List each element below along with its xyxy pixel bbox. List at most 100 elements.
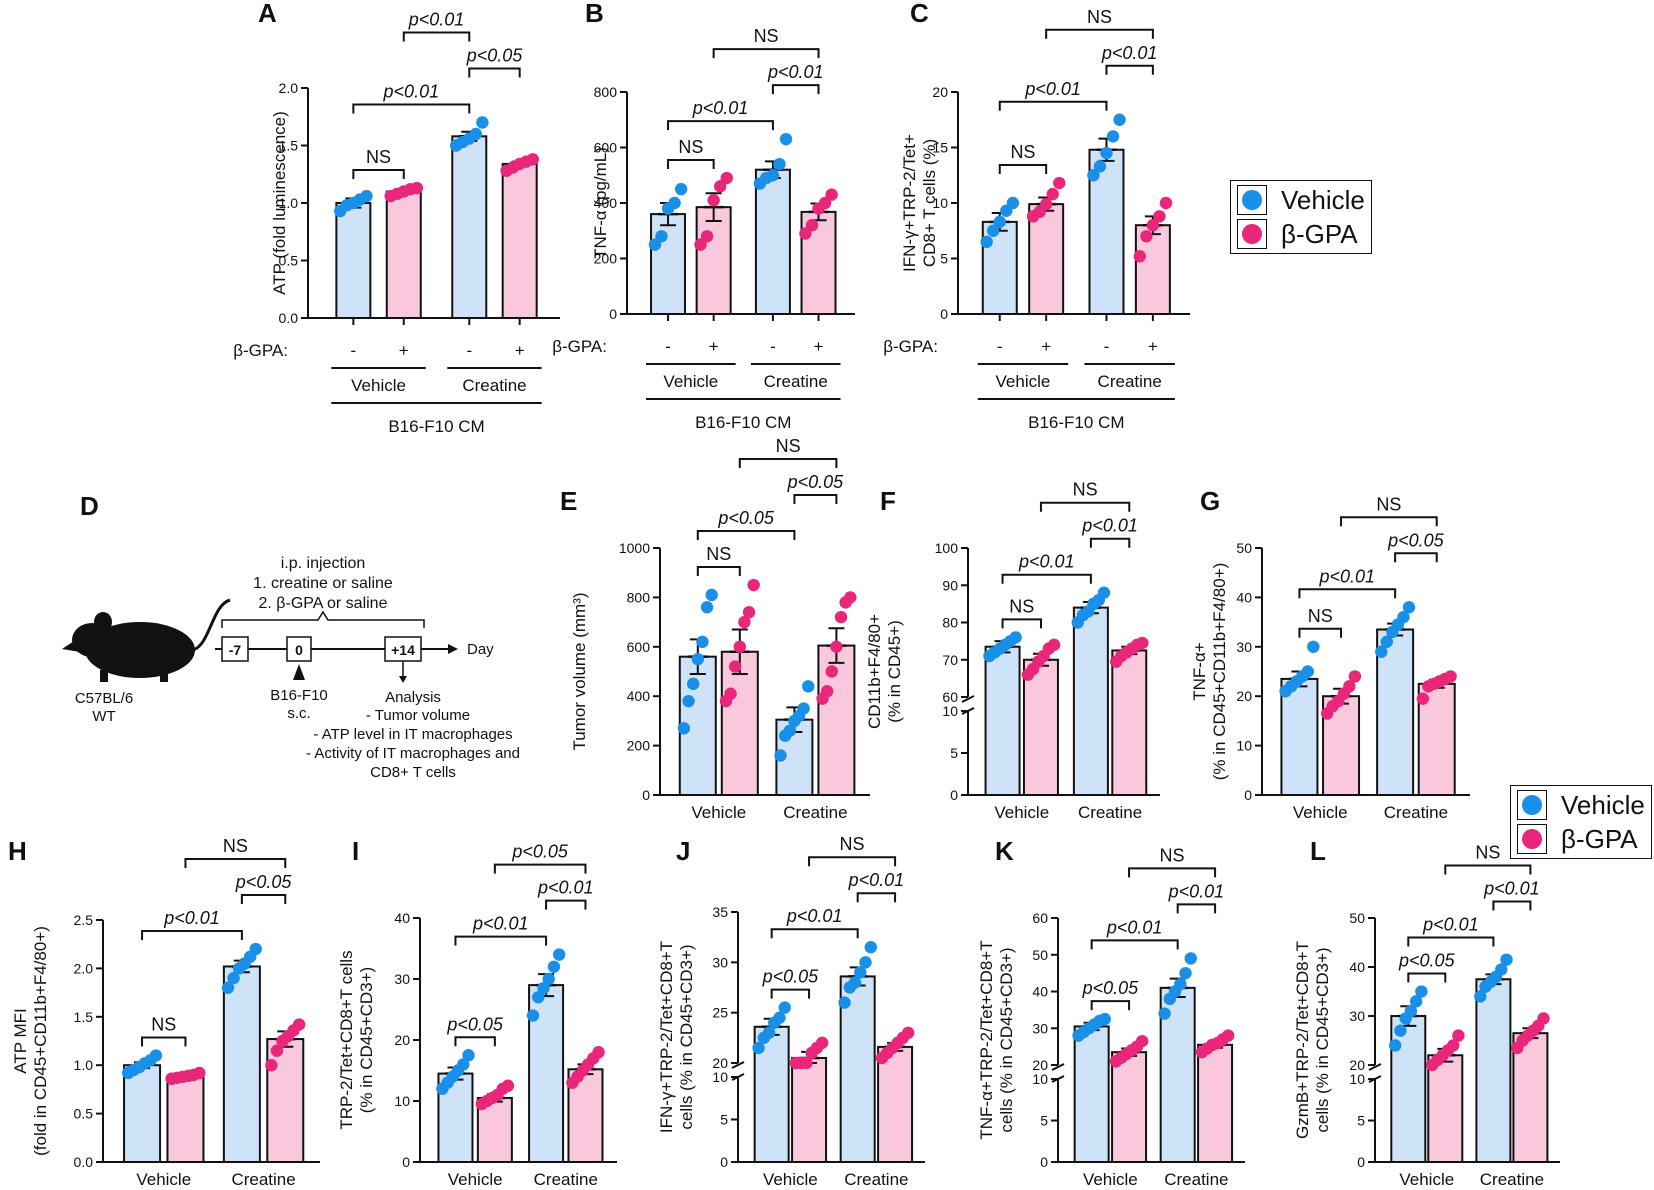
day-box-14 [384,636,422,662]
y-tick-label: 5 [940,251,948,267]
bar [335,202,372,319]
significance-bracket [712,48,820,59]
mouse-genotype-label: WT [92,708,115,725]
gpa-row-label: β-GPA: [233,341,288,360]
data-point [713,180,727,193]
y-tick-label: 0 [1244,787,1252,803]
y-tick-label: 60 [1032,910,1048,926]
significance-bracket [1394,552,1438,563]
group-label: Vehicle [663,372,718,391]
group-label: Creatine [1164,1170,1228,1189]
data-point [674,182,688,196]
y-tick-label: 600 [594,140,618,156]
data-point [691,652,704,666]
group-label: Creatine [783,803,847,822]
y-tick-label: 5 [720,1112,728,1128]
significance-label: p<0.01 [1081,516,1138,536]
data-point [1404,1004,1418,1018]
panel-label-C: C [910,0,929,28]
analysis-arrowhead [399,676,407,683]
chart-B: B 0 200 400 600 800 TNF-α (pg/mL) NS p<0.01 p<0.0… [552,0,855,432]
bar [266,1038,305,1163]
y-tick-label: 1.0 [74,1057,94,1073]
y-tick-label: 600 [627,639,651,655]
legend-label-vehicle: Vehicle [1281,184,1365,215]
y-tick-label: 800 [594,84,618,100]
bar [1512,1032,1549,1163]
gpa-row-sign: - [351,341,357,360]
analysis-item-1: - Tumor volume [366,707,470,724]
significance-label: p<0.05 [466,46,524,66]
y-tick-label: 0 [1040,1154,1048,1170]
data-point [221,981,235,994]
gpa-row-label: β-GPA: [552,337,607,356]
significance-label: NS [1010,142,1035,162]
significance-label: p<0.05 [446,1014,504,1034]
data-point [193,1066,206,1080]
y-tick-label: 400 [627,688,651,704]
group-label: Vehicle [996,372,1051,391]
data-point [1474,990,1487,1003]
group-label: Vehicle [351,376,406,395]
gpa-row-sign: + [709,337,719,356]
y-tick-label: 40 [1032,984,1048,1000]
y-tick-label: 5 [950,745,958,761]
significance-label: p<0.05 [762,967,820,987]
y-axis-label: Tumor volume (mm³) [570,592,589,750]
y-tick-label: 30 [394,971,410,987]
significance-bracket [667,120,774,131]
y-axis-label: cells (% in CD45+CD3+) [997,947,1016,1132]
significance-label: NS [1073,480,1098,500]
y-tick-label: 0 [940,306,948,322]
significance-label: p<0.01 [1318,566,1375,586]
data-point [1113,113,1126,126]
significance-bracket [1444,864,1532,875]
data-point [1343,680,1356,693]
significance-bracket [454,935,548,946]
y-tick-label: 200 [627,738,651,754]
data-point [797,702,810,715]
panel-label-F: F [880,486,896,516]
significance-label: NS [678,137,703,157]
footer-label: B16-F10 CM [388,417,484,436]
bar [1197,1043,1234,1164]
y-tick-label: 10 [1032,1071,1048,1087]
data-point [1444,670,1457,683]
significance-bracket [1090,939,1179,950]
data-point [700,230,714,243]
significance-label: p<0.05 [717,508,775,528]
y-axis-label: GzmB+TRP-2/Tet+CD8+T [1293,941,1312,1139]
significance-label: p<0.01 [408,10,465,30]
data-point [668,196,681,210]
significance-label: NS [754,26,779,46]
bar [695,206,732,316]
bar [437,1072,474,1164]
mouse-strain-label: C57BL/6 [75,690,133,707]
vehicle-dot-icon [1242,190,1262,210]
data-point [720,171,733,185]
y-tick-label: 30 [1236,639,1252,655]
data-point [1136,636,1149,650]
group-label: Vehicle [448,1170,503,1189]
data-point [410,181,424,195]
gpa-dot-icon [1242,224,1262,244]
y-tick-label: 0 [642,787,650,803]
data-point [249,942,262,956]
data-point [1106,130,1120,143]
gpa-row-sign: + [1148,337,1158,356]
significance-bracket [352,103,471,114]
y-tick-label: 2.0 [279,80,299,96]
significance-bracket [1105,64,1154,75]
panel-label-E: E [560,486,577,516]
data-point [1135,1034,1149,1048]
y-tick-label: 5 [1357,1113,1365,1129]
data-point [677,722,691,735]
data-point [501,1079,515,1092]
data-point [766,169,780,182]
panel-label-B: B [585,0,604,28]
gpa-row-sign: - [466,341,472,360]
significance-label: p<0.05 [787,472,845,492]
data-point [1500,953,1513,966]
